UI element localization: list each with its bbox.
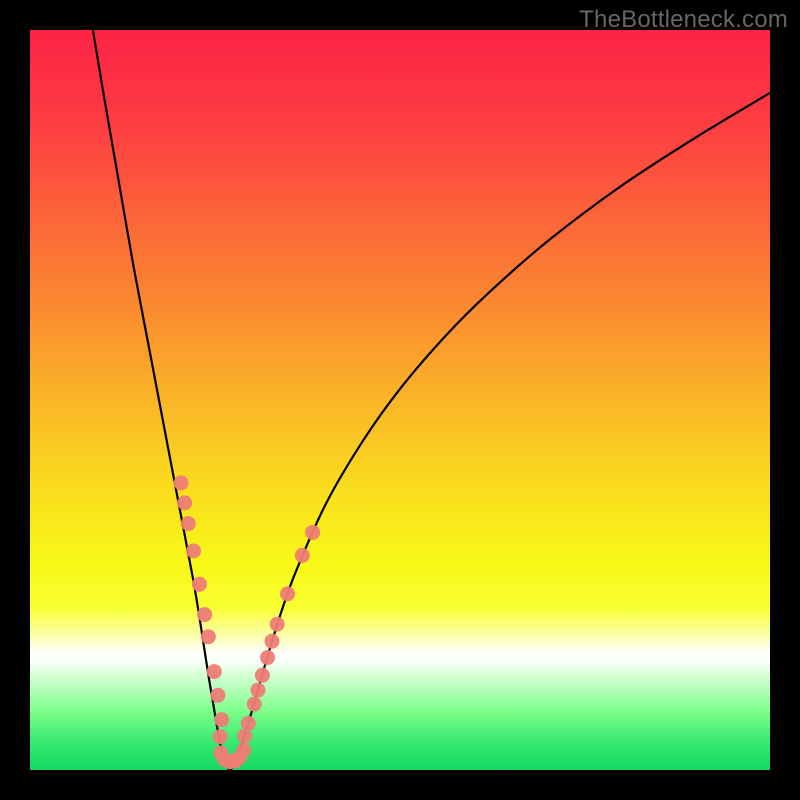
watermark-text: TheBottleneck.com	[579, 6, 788, 34]
plot-background	[30, 30, 770, 770]
data-marker	[201, 629, 216, 644]
data-marker	[207, 664, 222, 679]
data-marker	[305, 525, 320, 540]
data-marker	[173, 475, 188, 490]
data-marker	[236, 743, 251, 758]
data-marker	[213, 729, 228, 744]
data-marker	[260, 650, 275, 665]
data-marker	[264, 634, 279, 649]
data-marker	[181, 516, 196, 531]
data-marker	[280, 586, 295, 601]
data-marker	[255, 668, 270, 683]
data-marker	[192, 577, 207, 592]
data-marker	[197, 607, 212, 622]
data-marker	[247, 697, 262, 712]
data-marker	[186, 543, 201, 558]
data-marker	[295, 548, 310, 563]
data-marker	[250, 683, 265, 698]
data-marker	[177, 495, 192, 510]
data-marker	[241, 716, 256, 731]
data-marker	[210, 688, 225, 703]
chart-svg	[0, 0, 800, 800]
data-marker	[270, 617, 285, 632]
bottleneck-chart: TheBottleneck.com	[0, 0, 800, 800]
data-marker	[214, 712, 229, 727]
